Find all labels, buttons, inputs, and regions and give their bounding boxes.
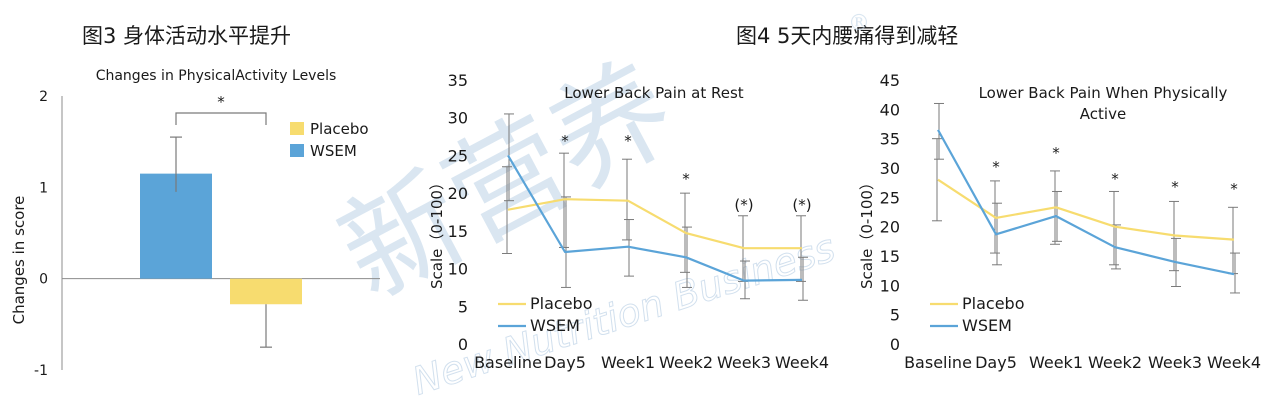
active-y-tick-label: 30 [880,159,900,178]
significance-bracket [175,112,267,125]
activity-y-axis-label: Changes in score [10,196,28,325]
active-x-tick-label: Week4 [1207,353,1261,372]
figure-3-title: 图3 身体活动水平提升 [82,24,292,48]
watermark: 新营养 ® New Nutrition Business [318,11,870,401]
rest-x-tick-label: Day5 [544,353,586,372]
rest-significance-mark: * [561,132,569,150]
active-y-tick-label: 20 [880,218,900,237]
legend-swatch-placebo [290,122,304,135]
rest-significance-mark: * [624,132,632,150]
active-chart-title-line-2: Active [1080,105,1126,123]
rest-significance-mark: (*) [792,196,811,214]
figure-4-title: 图4 5天内腰痛得到减轻 [736,24,959,48]
active-y-axis-label: Scale（0-100） [858,175,876,289]
rest-x-tick-label: Week1 [601,353,655,372]
rest-y-tick-label: 5 [458,297,468,316]
rest-significance-mark: (*) [734,196,753,214]
active-significance-mark: * [1052,144,1060,162]
legend-swatch-wsem [290,144,304,157]
rest-y-tick-label: 10 [448,260,468,279]
bar-placebo [230,278,302,305]
active-y-tick-label: 25 [880,188,900,207]
active-x-tick-label: Week1 [1029,353,1083,372]
rest-y-tick-label: 20 [448,184,468,203]
activity-bar-chart: Changes in PhysicalActivity Levels Chang… [10,68,380,379]
rest-pain-line-chart: Lower Back Pain at Rest Scale（0-100） 35 3… [428,71,829,372]
activity-y-tick-label: 0 [39,272,48,288]
rest-x-tick-label: Week4 [775,353,829,372]
active-line-wsem [937,129,1235,276]
rest-x-tick-label: Week2 [659,353,713,372]
rest-legend-label-wsem: WSEM [530,316,580,335]
rest-y-tick-label: 35 [448,71,468,90]
watermark-mark: ® [848,11,870,36]
active-pain-line-chart: Lower Back Pain When Physically Active S… [858,71,1261,372]
active-significance-mark: * [992,158,1000,176]
active-x-tick-label: Week3 [1148,353,1202,372]
rest-y-axis-label: Scale（0-100） [428,175,446,289]
active-significance-mark: * [1171,178,1179,196]
rest-line-wsem [507,154,803,282]
rest-y-tick-label: 15 [448,222,468,241]
active-chart-title-line-1: Lower Back Pain When Physically [979,84,1228,102]
activity-y-tick-label: 1 [39,180,48,196]
legend-label-wsem: WSEM [310,142,357,160]
significance-star: * [217,93,225,111]
rest-line-placebo [507,198,802,250]
rest-significance-mark: * [682,170,690,188]
active-significance-mark: * [1111,170,1119,188]
active-y-tick-label: 15 [880,247,900,266]
rest-chart-title: Lower Back Pain at Rest [564,84,744,102]
rest-y-tick-label: 30 [448,109,468,128]
active-significance-mark: * [1230,180,1238,198]
activity-y-tick-label: -1 [34,363,48,379]
active-line-placebo [937,178,1235,241]
active-x-tick-label: Week2 [1088,353,1142,372]
active-y-tick-label: 40 [880,100,900,119]
rest-y-tick-label: 0 [458,335,468,354]
rest-y-tick-label: 25 [448,146,468,165]
active-y-tick-label: 35 [880,130,900,149]
rest-x-tick-label: Baseline [474,353,542,372]
active-y-tick-label: 5 [890,306,900,325]
activity-chart-title: Changes in PhysicalActivity Levels [96,68,337,84]
active-y-tick-label: 0 [890,335,900,354]
active-y-tick-label: 45 [880,71,900,90]
active-legend-label-wsem: WSEM [962,316,1012,335]
active-x-tick-label: Day5 [975,353,1017,372]
active-legend-label-placebo: Placebo [962,294,1024,313]
activity-y-tick-label: 2 [39,89,48,105]
rest-x-tick-label: Week3 [717,353,771,372]
legend-label-placebo: Placebo [310,120,369,138]
active-y-tick-label: 10 [880,276,900,295]
rest-legend-label-placebo: Placebo [530,294,592,313]
active-x-tick-label: Baseline [904,353,972,372]
